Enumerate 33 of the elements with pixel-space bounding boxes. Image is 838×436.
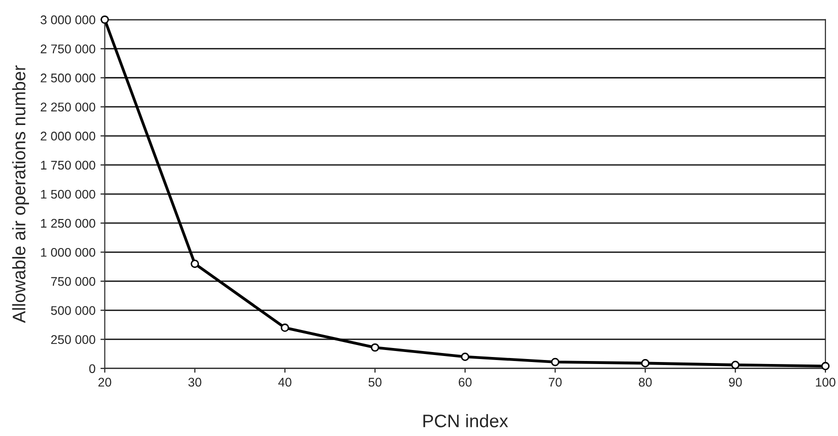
point bbox=[460, 352, 470, 361]
point bbox=[731, 360, 740, 370]
x-tick-label: 70 bbox=[548, 378, 562, 387]
y-tick-label: 1 750 000 bbox=[41, 160, 96, 170]
point bbox=[641, 359, 650, 368]
y-axis-title: Allowable air operations number bbox=[12, 65, 30, 323]
x-tick-label: 20 bbox=[98, 378, 112, 387]
x-tick-label: 100 bbox=[816, 378, 836, 387]
point bbox=[370, 343, 380, 352]
y-tick-label: 1 250 000 bbox=[41, 218, 96, 228]
x-tick-label: 40 bbox=[278, 378, 292, 387]
point bbox=[821, 362, 830, 370]
y-tick-label: 500 000 bbox=[51, 306, 96, 315]
y-tick-label: 1 500 000 bbox=[41, 190, 96, 199]
y-tick-label: 250 000 bbox=[51, 335, 96, 344]
y-tick-label: 3 000 000 bbox=[40, 15, 96, 24]
y-tick-label: 2 750 000 bbox=[40, 44, 96, 54]
x-tick-label: 30 bbox=[188, 378, 202, 387]
y-tick-label: 1 000 000 bbox=[41, 248, 96, 257]
y-tick-label: 2 000 000 bbox=[40, 132, 96, 141]
x-axis-title: PCN index bbox=[423, 414, 508, 428]
y-tick-label: 0 bbox=[89, 364, 96, 374]
point bbox=[190, 260, 199, 268]
x-tick-label: 50 bbox=[368, 378, 382, 387]
point bbox=[280, 324, 290, 332]
y-tick-label: 2 250 000 bbox=[40, 102, 96, 112]
x-tick-label: 60 bbox=[458, 378, 472, 387]
point bbox=[551, 358, 560, 366]
x-tick-label: 90 bbox=[728, 378, 742, 387]
point bbox=[100, 15, 109, 24]
y-tick-label: 750 000 bbox=[51, 277, 96, 286]
y-tick-label: 2 500 000 bbox=[40, 74, 96, 82]
x-tick-label: 80 bbox=[638, 378, 652, 387]
